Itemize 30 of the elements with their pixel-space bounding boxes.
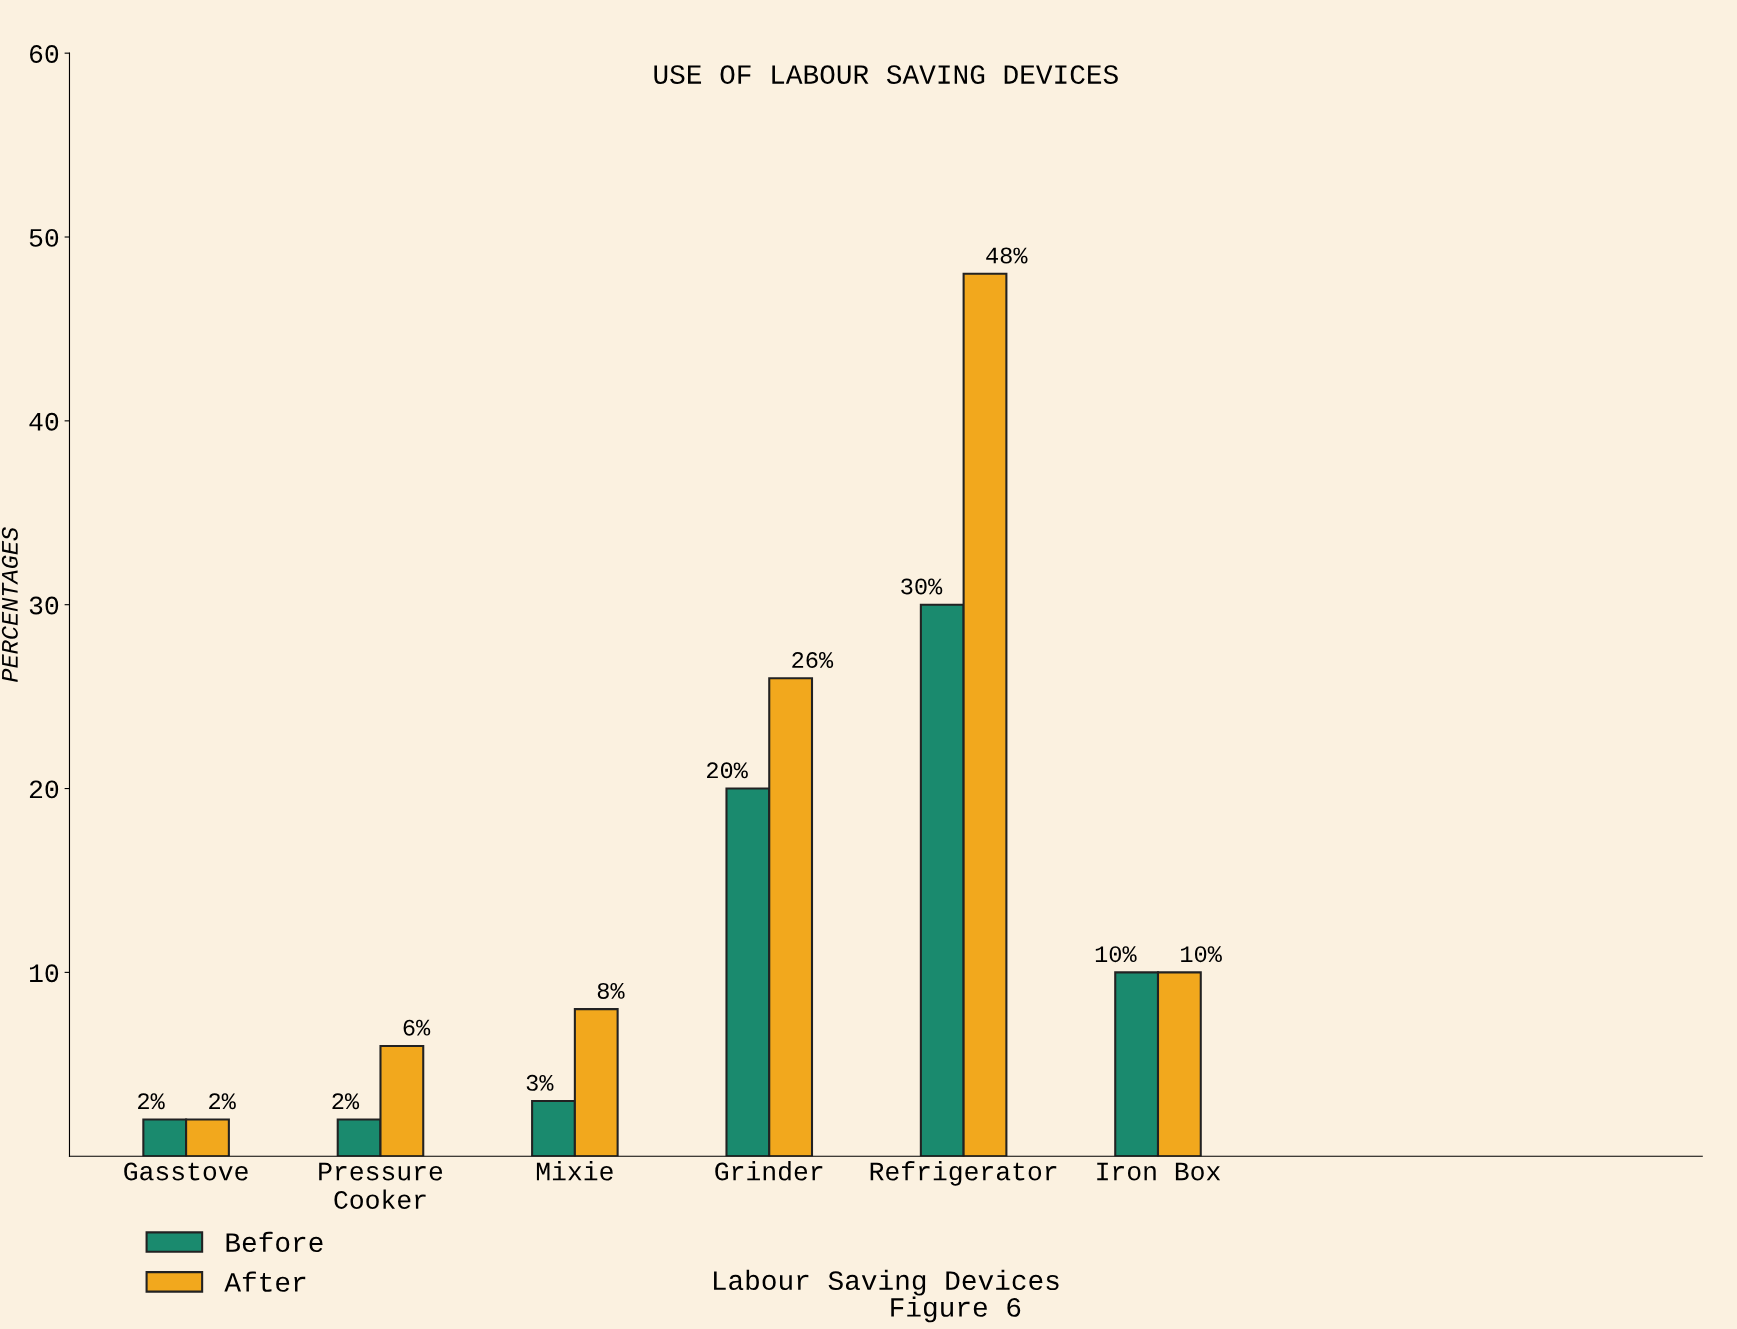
data-label: 48%	[986, 247, 1028, 264]
y-tick-label: 40	[29, 412, 59, 431]
y-tick-label: 30	[29, 596, 59, 615]
y-axis-title: PERCENTAGES	[1, 527, 18, 682]
data-label: 2%	[209, 1093, 236, 1110]
data-label: 2%	[138, 1093, 165, 1110]
x-tick-label: Pressure Cooker	[319, 1162, 443, 1209]
data-label: 10%	[1181, 946, 1222, 963]
data-label: 3%	[526, 1074, 554, 1091]
data-label: 2%	[332, 1093, 360, 1110]
data-label: 10%	[1095, 946, 1137, 963]
x-axis-title: Labour Saving Devices	[714, 1269, 1059, 1296]
x-tick-label: Grinder	[715, 1161, 823, 1181]
y-tick-label: 10	[29, 964, 59, 983]
legend-label: Before	[226, 1231, 323, 1253]
x-tick-label: Gasstove	[124, 1162, 248, 1181]
y-tick-label: 20	[29, 780, 59, 799]
data-label: 20%	[707, 762, 748, 779]
data-label: 8%	[597, 982, 625, 999]
chart-title: USE OF LABOUR SAVING DEVICES	[654, 65, 1118, 84]
x-tick-label: Iron Box	[1097, 1162, 1221, 1181]
data-label: 26%	[792, 651, 834, 669]
data-label: 30%	[901, 578, 943, 595]
x-tick-label: Refrigerator	[870, 1161, 1057, 1186]
y-tick-label: 60	[30, 45, 59, 63]
caption: Figure 6	[891, 1296, 1021, 1323]
legend-label: After	[224, 1271, 306, 1292]
data-label: 6%	[403, 1019, 431, 1036]
x-tick-label: Mixie	[536, 1161, 613, 1181]
y-tick-label: 50	[29, 228, 59, 247]
